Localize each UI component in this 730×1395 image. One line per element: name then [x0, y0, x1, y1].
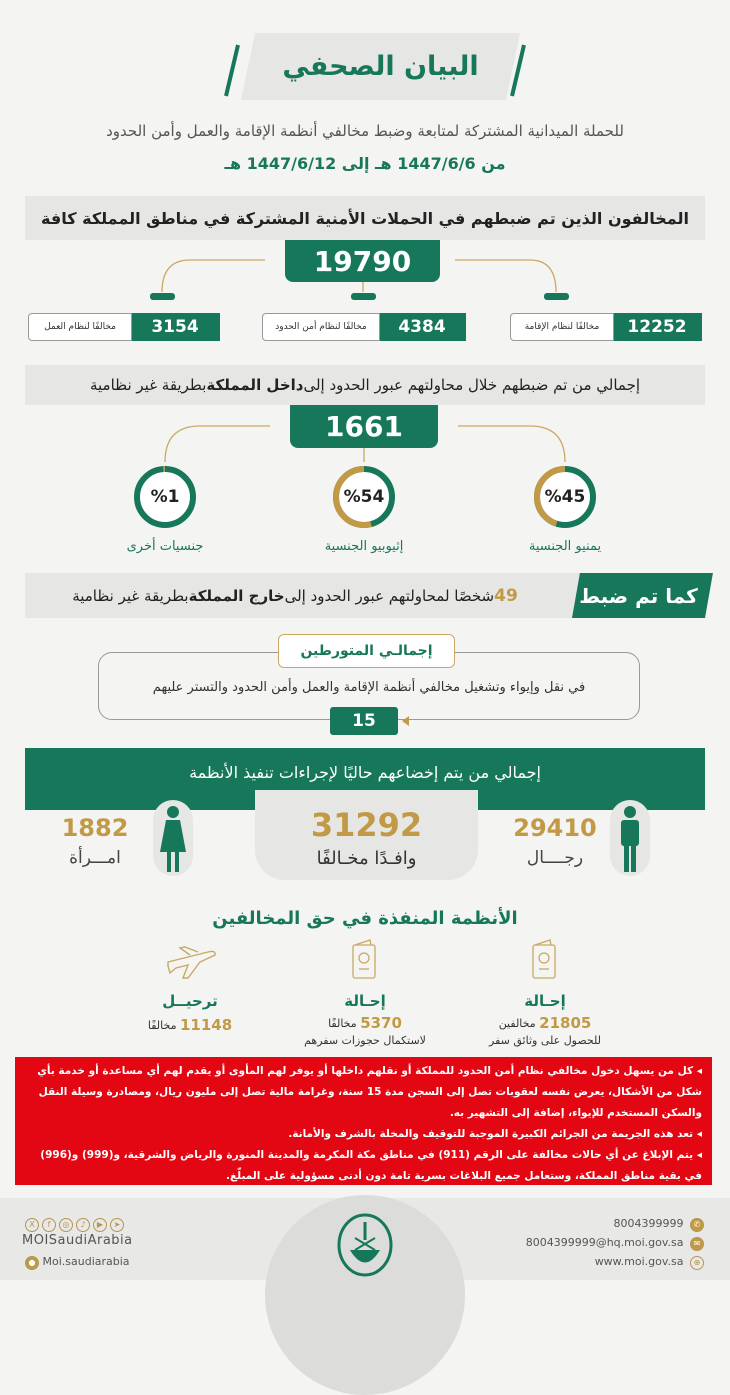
- measure-2-title: إحـالة: [344, 992, 386, 1010]
- moi-emblem: [337, 1213, 393, 1277]
- inbound-heading-post: بطريقة غير نظامية: [89, 376, 207, 394]
- arrow-icon: [402, 716, 409, 726]
- snapchat-handle: Moi.saudiarabia: [42, 1255, 130, 1268]
- men-value: 29410: [513, 814, 597, 842]
- phone-row[interactable]: 8004399999 ✆: [613, 1217, 704, 1232]
- email-address: 8004399999@hq.moi.gov.sa: [525, 1236, 684, 1249]
- phone-icon: ✆: [690, 1218, 704, 1232]
- passport-icon: [532, 939, 556, 979]
- inbound-heading-bold: داخل المملكة: [206, 376, 304, 394]
- other-percent: %1: [150, 487, 180, 507]
- involved-value: 15: [330, 707, 398, 735]
- measure-2-unit: مخالفًا: [328, 1016, 357, 1030]
- passport-icon: [352, 939, 376, 979]
- tiktok-icon[interactable]: ♪: [76, 1218, 90, 1232]
- current-total: 31292: [310, 806, 423, 844]
- inbound-heading-pre: إجمالي من تم ضبطهم خلال محاولتهم عبور ال…: [303, 376, 641, 394]
- measure-3-unit: مخالفًا: [147, 1018, 177, 1032]
- labor-label: مخالفًا لنظام العمل: [28, 313, 132, 341]
- warning-text: يتم الإبلاغ عن أي حالات مخالفة على الرقم…: [40, 1149, 702, 1182]
- measures-heading: الأنظمة المنفذة في حق المخالفين: [212, 907, 518, 929]
- involved-text: في نقل وإيواء وتشغيل مخالفي أنظمة الإقام…: [152, 679, 586, 695]
- website-row[interactable]: www.moi.gov.sa ⊕: [595, 1255, 704, 1270]
- social-handle[interactable]: MOISaudiArabia: [22, 1233, 133, 1248]
- date-range: من 1447/6/6 هـ إلى 1447/6/12 هـ: [224, 153, 506, 173]
- inbound-total: 1661: [290, 405, 438, 448]
- email-icon: ✉: [690, 1237, 704, 1251]
- connector-lines: [150, 44, 569, 463]
- involved-title: إجمالـي المتورطين: [278, 634, 455, 668]
- outbound-count: 49: [494, 585, 518, 606]
- border-label: مخالفًا لنظام أمن الحدود: [262, 313, 380, 341]
- current-total-box: [255, 790, 478, 880]
- warning-box: ◂ كل من يسهل دخول مخالفي نظام أمن الحدود…: [15, 1057, 712, 1185]
- measure-1-unit: مخالفين: [498, 1016, 536, 1030]
- nationality-donuts: [134, 466, 596, 528]
- measure-1-title: إحـالة: [524, 992, 566, 1010]
- telegram-icon[interactable]: ➤: [110, 1218, 124, 1232]
- residency-label: مخالفًا لنظام الإقامة: [510, 313, 614, 341]
- warning-text: تعد هذه الجريمة من الجرائم الكبيرة الموج…: [288, 1128, 694, 1140]
- airplane-icon: [167, 946, 216, 979]
- measure-3-number: 11148: [179, 1016, 233, 1034]
- phone-number: 8004399999: [613, 1217, 684, 1230]
- women-label: امـــرأة: [69, 848, 121, 868]
- email-row[interactable]: 8004399999@hq.moi.gov.sa ✉: [526, 1236, 704, 1251]
- ethiopian-label: إثيوبيو الجنسية: [324, 538, 404, 554]
- warning-text: كل من يسهل دخول مخالفي نظام أمن الحدود ل…: [37, 1065, 702, 1119]
- snapchat-row[interactable]: ● Moi.saudiarabia: [22, 1255, 130, 1270]
- x-icon[interactable]: X: [25, 1218, 39, 1232]
- labor-value: 3154: [130, 313, 220, 341]
- men-label: رجــــال: [526, 848, 584, 868]
- violators-heading: المخالفون الذين تم ضبطهم في الحملات الأم…: [25, 196, 705, 240]
- measure-1-value: 21805 مخالفين: [465, 1014, 625, 1032]
- current-total-label: وافـدًا مخـالفًا: [316, 847, 417, 869]
- donut-segment: [333, 466, 395, 528]
- man-icon: [621, 806, 639, 872]
- outbound-text-bold: خارج المملكة: [188, 586, 285, 605]
- warning-item: ◂ كل من يسهل دخول مخالفي نظام أمن الحدود…: [37, 1065, 702, 1119]
- outbound-tag: كما تم ضبط: [579, 583, 698, 608]
- measure-icons: [167, 939, 556, 979]
- inbound-heading: إجمالي من تم ضبطهم خلال محاولتهم عبور ال…: [25, 365, 705, 405]
- women-value: 1882: [61, 814, 129, 842]
- snapchat-icon: ●: [25, 1256, 39, 1270]
- border-value: 4384: [378, 313, 466, 341]
- donut-segment: [134, 466, 196, 528]
- measure-2-note: لاستكمال حجوزات سفرهم: [304, 1033, 426, 1047]
- violators-total: 19790: [285, 240, 440, 282]
- donut-segment: [534, 466, 596, 528]
- measure-3-title: ترحيــل: [162, 992, 218, 1010]
- outbound-text-post: بطريقة غير نظامية: [72, 586, 189, 605]
- subtitle: للحملة الميدانية المشتركة لمتابعة وضبط م…: [106, 122, 624, 140]
- ethiopian-percent: %54: [343, 487, 385, 507]
- outbound-text-pre: شخصًا لمحاولتهم عبور الحدود إلى: [284, 586, 495, 605]
- measure-1-number: 21805: [539, 1014, 592, 1032]
- youtube-icon[interactable]: ▶: [93, 1218, 107, 1232]
- measure-1-note: للحصول على وثائق سفر: [489, 1033, 601, 1047]
- yemeni-percent: %45: [544, 487, 586, 507]
- residency-value: 12252: [612, 313, 702, 341]
- website-url: www.moi.gov.sa: [594, 1255, 684, 1268]
- measure-2-number: 5370: [360, 1014, 402, 1032]
- outbound-text: 49 شخصًا لمحاولتهم عبور الحدود إلى خارج …: [25, 573, 565, 618]
- facebook-icon[interactable]: f: [42, 1218, 56, 1232]
- woman-icon: [160, 806, 186, 872]
- warning-item: ◂ يتم الإبلاغ عن أي حالات مخالفة على الر…: [40, 1149, 702, 1182]
- yemeni-label: يمنيو الجنسية: [528, 538, 602, 554]
- warning-item: ◂ تعد هذه الجريمة من الجرائم الكبيرة الم…: [288, 1128, 702, 1140]
- globe-icon: ⊕: [690, 1256, 704, 1270]
- measure-2-value: 5370 مخالفًا: [285, 1014, 445, 1032]
- other-label: جنسيات أخرى: [126, 538, 204, 554]
- page-title: البيان الصحفي: [282, 51, 479, 82]
- measure-3-value: 11148 مخالفًا: [110, 1016, 270, 1034]
- instagram-icon[interactable]: ◎: [59, 1218, 73, 1232]
